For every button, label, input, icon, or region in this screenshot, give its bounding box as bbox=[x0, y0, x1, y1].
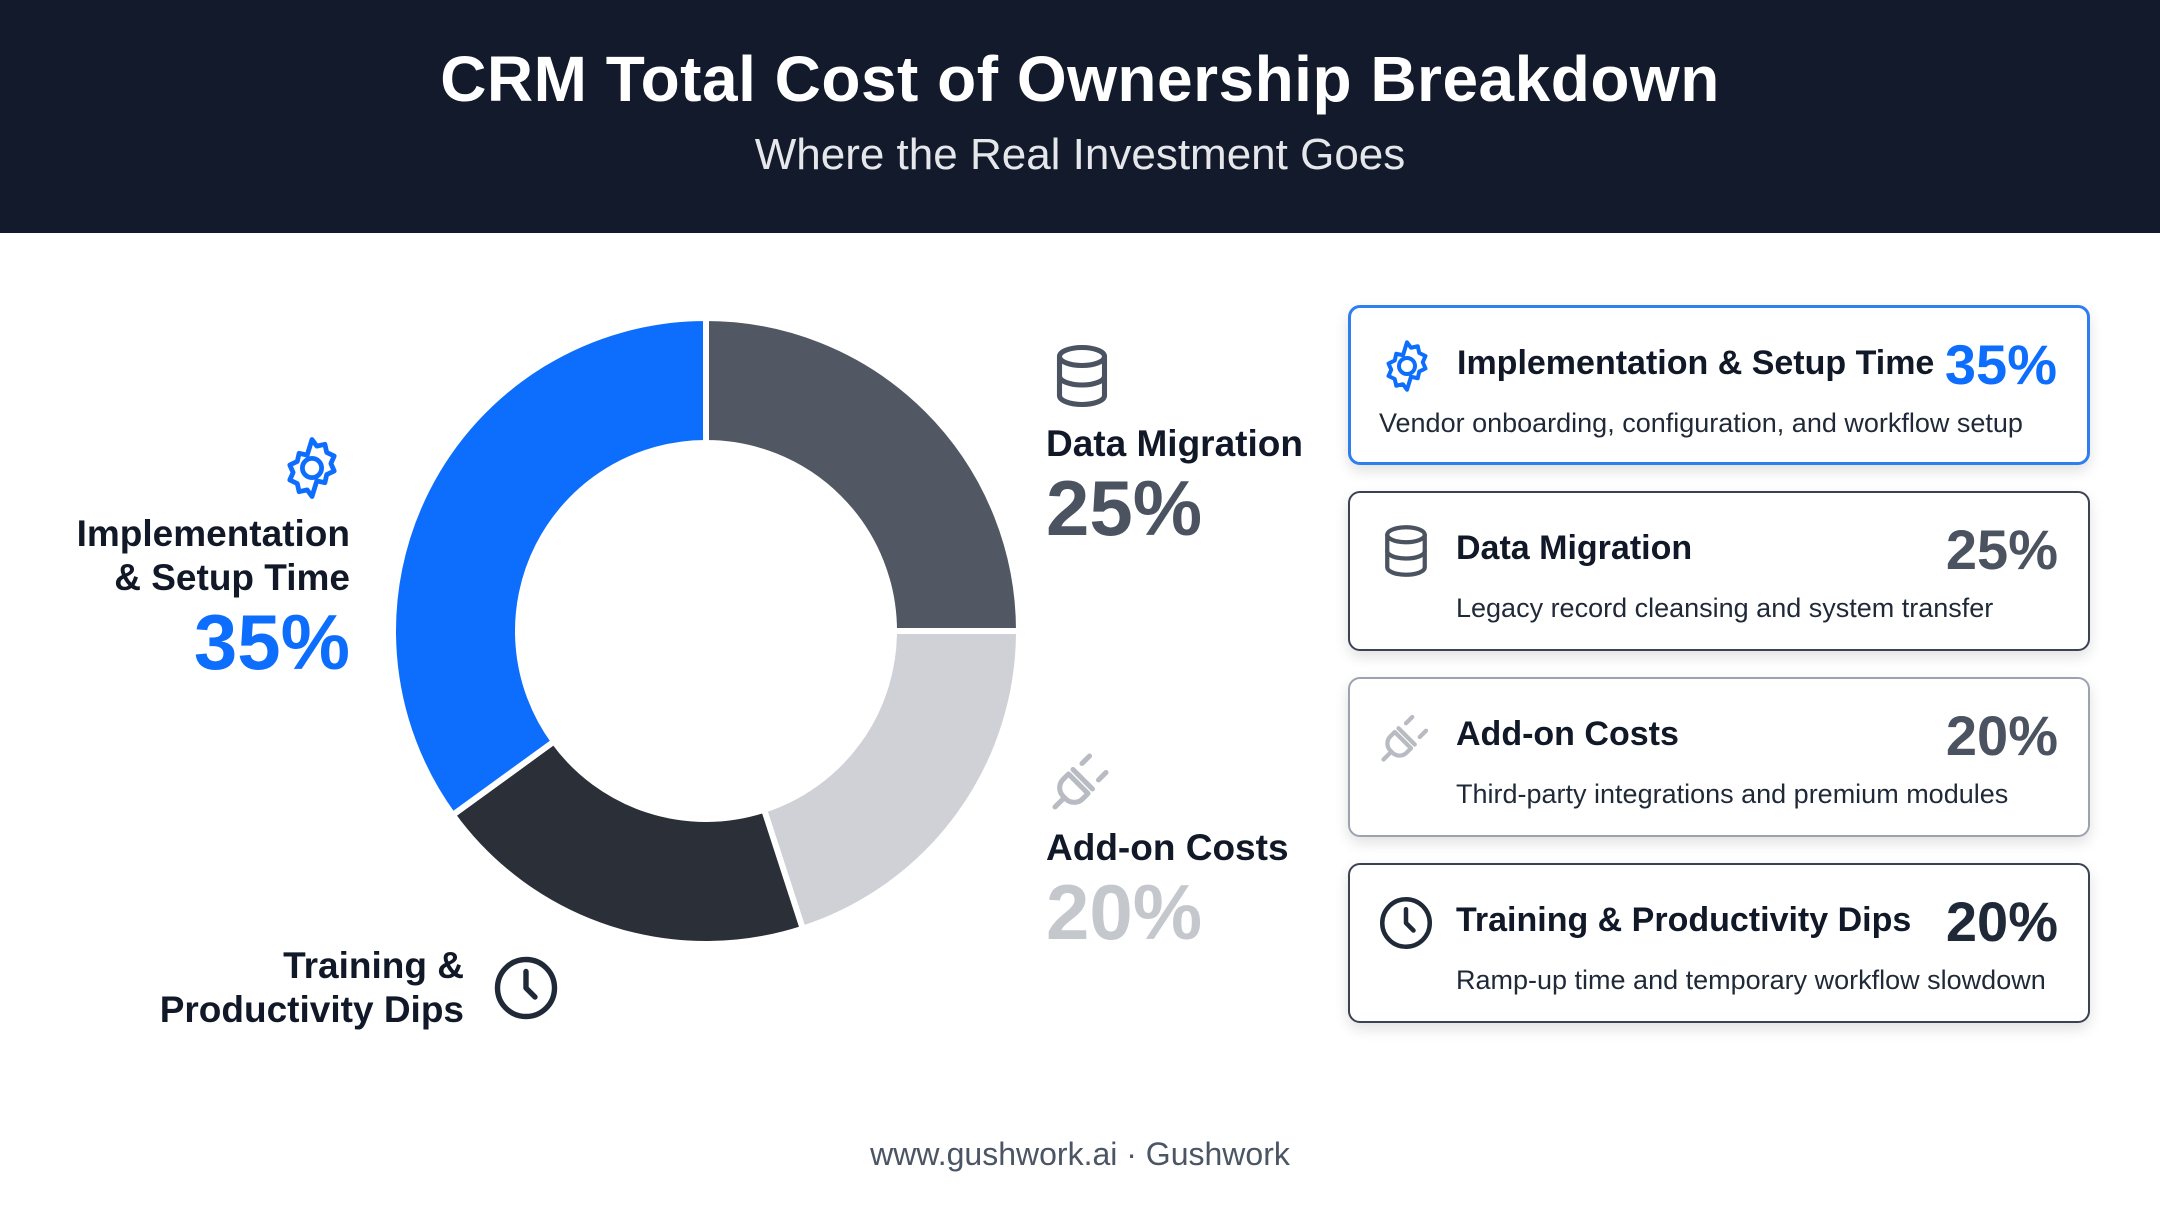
gear-icon bbox=[287, 437, 337, 499]
card-title: Implementation & Setup Time bbox=[1457, 344, 1935, 382]
page-subtitle: Where the Real Investment Goes bbox=[754, 130, 1406, 179]
label-add-on-costs: Add-on Costs 20% bbox=[1046, 826, 1346, 954]
card-title: Data Migration bbox=[1456, 529, 1693, 567]
database-icon bbox=[1385, 525, 1427, 577]
label-implementation-name-2: & Setup Time bbox=[114, 557, 350, 598]
card-description: Vendor onboarding, configuration, and wo… bbox=[1379, 408, 2023, 438]
label-data-migration: Data Migration 25% bbox=[1046, 422, 1346, 550]
card-implementation: Implementation & Setup Time 35% Vendor o… bbox=[1348, 305, 2090, 465]
label-training-name-1: Training & bbox=[283, 945, 464, 986]
plug-icon bbox=[1381, 714, 1429, 762]
donut-chart bbox=[390, 315, 1022, 947]
label-add-on-costs-name: Add-on Costs bbox=[1046, 827, 1289, 868]
gear-icon bbox=[1386, 340, 1428, 392]
footer-credit: www.gushwork.ai · Gushwork bbox=[870, 1136, 1290, 1172]
donut-slice-data-migration bbox=[703, 315, 1022, 634]
donut-slice-training-productivity-dips bbox=[449, 738, 806, 947]
card-data-migration: Data Migration 25% Legacy record cleansi… bbox=[1348, 491, 2090, 651]
label-data-migration-pct: 25% bbox=[1046, 464, 1203, 552]
label-add-on-costs-pct: 20% bbox=[1046, 868, 1203, 956]
card-percent: 20% bbox=[1945, 890, 2058, 953]
label-implementation: Implementation & Setup Time 35% bbox=[40, 512, 350, 684]
card-description: Ramp-up time and temporary workflow slow… bbox=[1456, 965, 2046, 995]
card-title: Training & Productivity Dips bbox=[1456, 901, 1912, 939]
card-percent: 35% bbox=[1944, 333, 2057, 396]
card-description: Third-party integrations and premium mod… bbox=[1456, 779, 2009, 809]
clock-icon bbox=[1380, 897, 1432, 949]
card-training: Training & Productivity Dips 20% Ramp-up… bbox=[1348, 863, 2090, 1023]
card-percent: 25% bbox=[1945, 518, 2058, 581]
card-add-on-costs: Add-on Costs 20% Third-party integration… bbox=[1348, 677, 2090, 837]
clock-icon bbox=[494, 956, 558, 1020]
page-title: CRM Total Cost of Ownership Breakdown bbox=[440, 43, 1720, 115]
label-training: Training & Productivity Dips bbox=[120, 944, 464, 1032]
donut-slice-implementation-setup-time bbox=[390, 315, 709, 818]
label-data-migration-name: Data Migration bbox=[1046, 423, 1303, 464]
label-implementation-pct: 35% bbox=[193, 598, 350, 686]
card-percent: 20% bbox=[1945, 704, 2058, 767]
card-description: Legacy record cleansing and system trans… bbox=[1456, 593, 1994, 623]
label-implementation-name-1: Implementation bbox=[76, 513, 350, 554]
plug-icon bbox=[1052, 753, 1109, 810]
donut-slice-add-on-costs bbox=[761, 628, 1022, 932]
header: CRM Total Cost of Ownership Breakdown Wh… bbox=[0, 0, 2160, 233]
card-title: Add-on Costs bbox=[1456, 715, 1679, 753]
label-training-name-2: Productivity Dips bbox=[159, 989, 464, 1030]
database-icon bbox=[1056, 344, 1108, 408]
